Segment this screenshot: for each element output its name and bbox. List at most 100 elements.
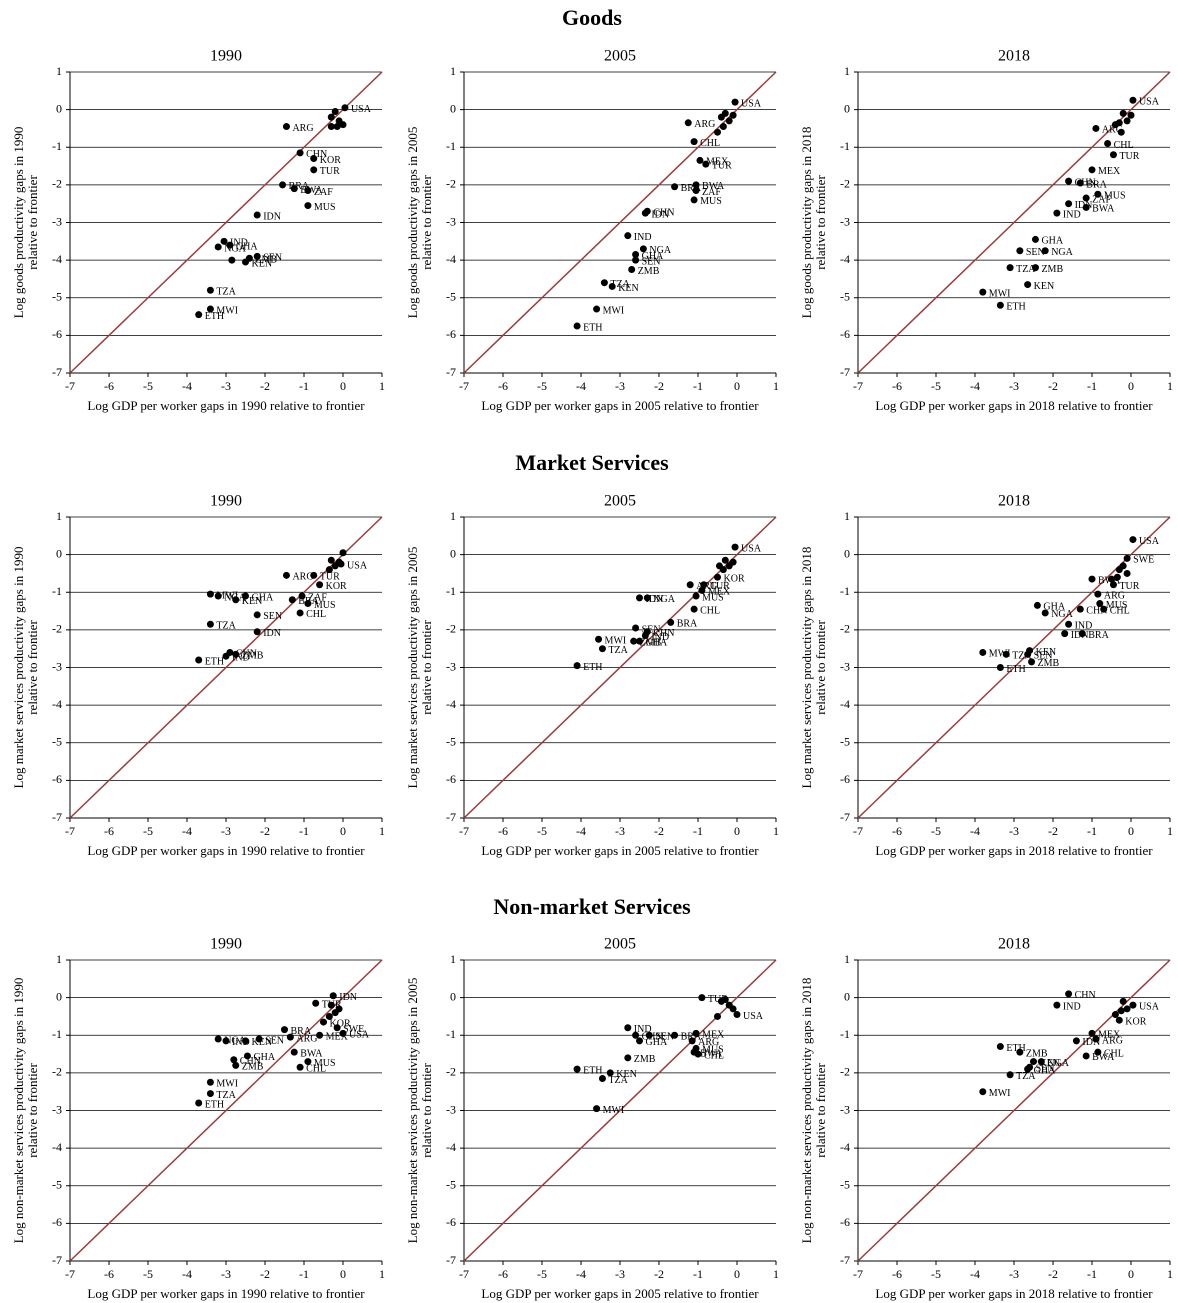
point xyxy=(1065,177,1073,185)
y-axis-label: relative to frontier xyxy=(419,620,434,715)
y-tick-label: -7 xyxy=(446,810,456,824)
point-label: SEN xyxy=(265,1035,284,1046)
point-label: IND xyxy=(232,1037,250,1048)
point xyxy=(320,1018,327,1026)
point-label: IDN xyxy=(263,211,281,222)
point xyxy=(1119,997,1127,1005)
point xyxy=(195,311,203,319)
x-tick-label: -3 xyxy=(221,379,231,393)
point-label: ZMB xyxy=(255,255,277,266)
y-tick-label: 0 xyxy=(56,546,62,560)
y-tick-label: -3 xyxy=(840,214,850,228)
point-label: TZA xyxy=(216,621,236,632)
point-label: MEX xyxy=(708,587,731,598)
point-label: NGA xyxy=(653,594,675,605)
y-tick-label: -1 xyxy=(52,584,62,598)
point xyxy=(1127,111,1135,119)
y-tick-label: -4 xyxy=(446,1140,456,1154)
point-label: SEN xyxy=(655,1032,674,1043)
point xyxy=(630,637,638,645)
y-tick-label: 0 xyxy=(450,546,456,560)
y-tick-label: -6 xyxy=(446,772,456,786)
point xyxy=(632,1031,640,1039)
point-label: MEX xyxy=(706,157,729,168)
point xyxy=(624,232,632,240)
point-label: CHN xyxy=(653,628,674,639)
point xyxy=(1111,1011,1119,1019)
point-label: MWI xyxy=(216,590,238,601)
point-label: CHL xyxy=(306,1064,326,1075)
point-label: TUR xyxy=(1119,581,1139,592)
x-tick-label: -4 xyxy=(182,824,192,838)
point xyxy=(641,209,649,217)
y-tick-label: -2 xyxy=(446,622,456,636)
point xyxy=(624,1024,632,1032)
point xyxy=(979,648,987,656)
x-axis-label: Log GDP per worker gaps in 2005 relative… xyxy=(481,398,759,413)
point-label: TZA xyxy=(216,287,236,298)
x-tick-label: -4 xyxy=(970,379,980,393)
point-label: IDN xyxy=(651,209,669,220)
point-label: MEX xyxy=(1098,166,1121,177)
point xyxy=(608,282,616,290)
point xyxy=(690,605,698,613)
point xyxy=(333,1024,341,1032)
point xyxy=(232,650,240,658)
point-label: MWI xyxy=(989,649,1011,660)
point xyxy=(1024,281,1032,289)
point xyxy=(253,211,261,219)
point-label: IND xyxy=(651,632,669,643)
point-label: USA xyxy=(743,1011,764,1022)
point-label: CHN xyxy=(1075,177,1096,188)
x-tick-label: 0 xyxy=(1128,824,1134,838)
point xyxy=(624,1054,632,1062)
y-axis-label: Log goods productivity gaps in 2018 xyxy=(799,127,814,319)
point xyxy=(1078,630,1086,638)
point xyxy=(1016,1048,1024,1056)
point-label: MEX xyxy=(1098,1030,1121,1041)
panel: 2005 Log GDP per worker gaps in 2005 rela… xyxy=(405,936,779,1301)
y-tick-label: 0 xyxy=(844,101,850,115)
point xyxy=(1129,1001,1137,1009)
x-tick-label: -2 xyxy=(1048,379,1058,393)
x-tick-label: -6 xyxy=(892,824,902,838)
panel: 1990 Log GDP per worker gaps in 1990 rela… xyxy=(11,48,385,413)
point-label: TUR xyxy=(710,581,730,592)
point xyxy=(253,252,261,260)
y-tick-label: -1 xyxy=(446,584,456,598)
point xyxy=(339,1029,347,1037)
x-axis-label: Log GDP per worker gaps in 2018 relative… xyxy=(875,398,1153,413)
point xyxy=(573,322,581,330)
x-tick-label: -2 xyxy=(1048,824,1058,838)
point-label: BWA xyxy=(300,185,323,196)
point xyxy=(692,187,700,195)
x-axis-label: Log GDP per worker gaps in 1990 relative… xyxy=(87,1286,365,1301)
point xyxy=(1113,573,1121,581)
point xyxy=(698,994,706,1002)
point-label: MEX xyxy=(326,1032,349,1043)
point xyxy=(232,1061,240,1069)
y-tick-label: -2 xyxy=(840,1065,850,1079)
point-label: TUR xyxy=(320,166,340,177)
point xyxy=(1123,117,1131,125)
point-label: CHN xyxy=(240,1056,261,1067)
section-title: Market Services xyxy=(515,450,669,475)
point xyxy=(296,149,304,157)
point xyxy=(1119,109,1127,117)
x-axis-label: Log GDP per worker gaps in 1990 relative… xyxy=(87,398,365,413)
x-tick-label: 0 xyxy=(340,379,346,393)
y-tick-label: -2 xyxy=(52,622,62,636)
point-label: IND xyxy=(1075,621,1093,632)
panel: 2005 Log GDP per worker gaps in 2005 rela… xyxy=(405,493,779,858)
point-label: TUR xyxy=(1119,151,1139,162)
x-tick-label: -7 xyxy=(459,824,469,838)
y-tick-label: -1 xyxy=(52,1027,62,1041)
point-label: MUS xyxy=(702,592,724,603)
point xyxy=(253,628,261,636)
y-tick-label: -6 xyxy=(446,1215,456,1229)
x-tick-label: -4 xyxy=(576,1267,586,1281)
point xyxy=(1109,581,1117,589)
point-label: KOR xyxy=(320,155,341,166)
point-label: MWI xyxy=(216,1079,238,1090)
point xyxy=(573,1065,581,1073)
